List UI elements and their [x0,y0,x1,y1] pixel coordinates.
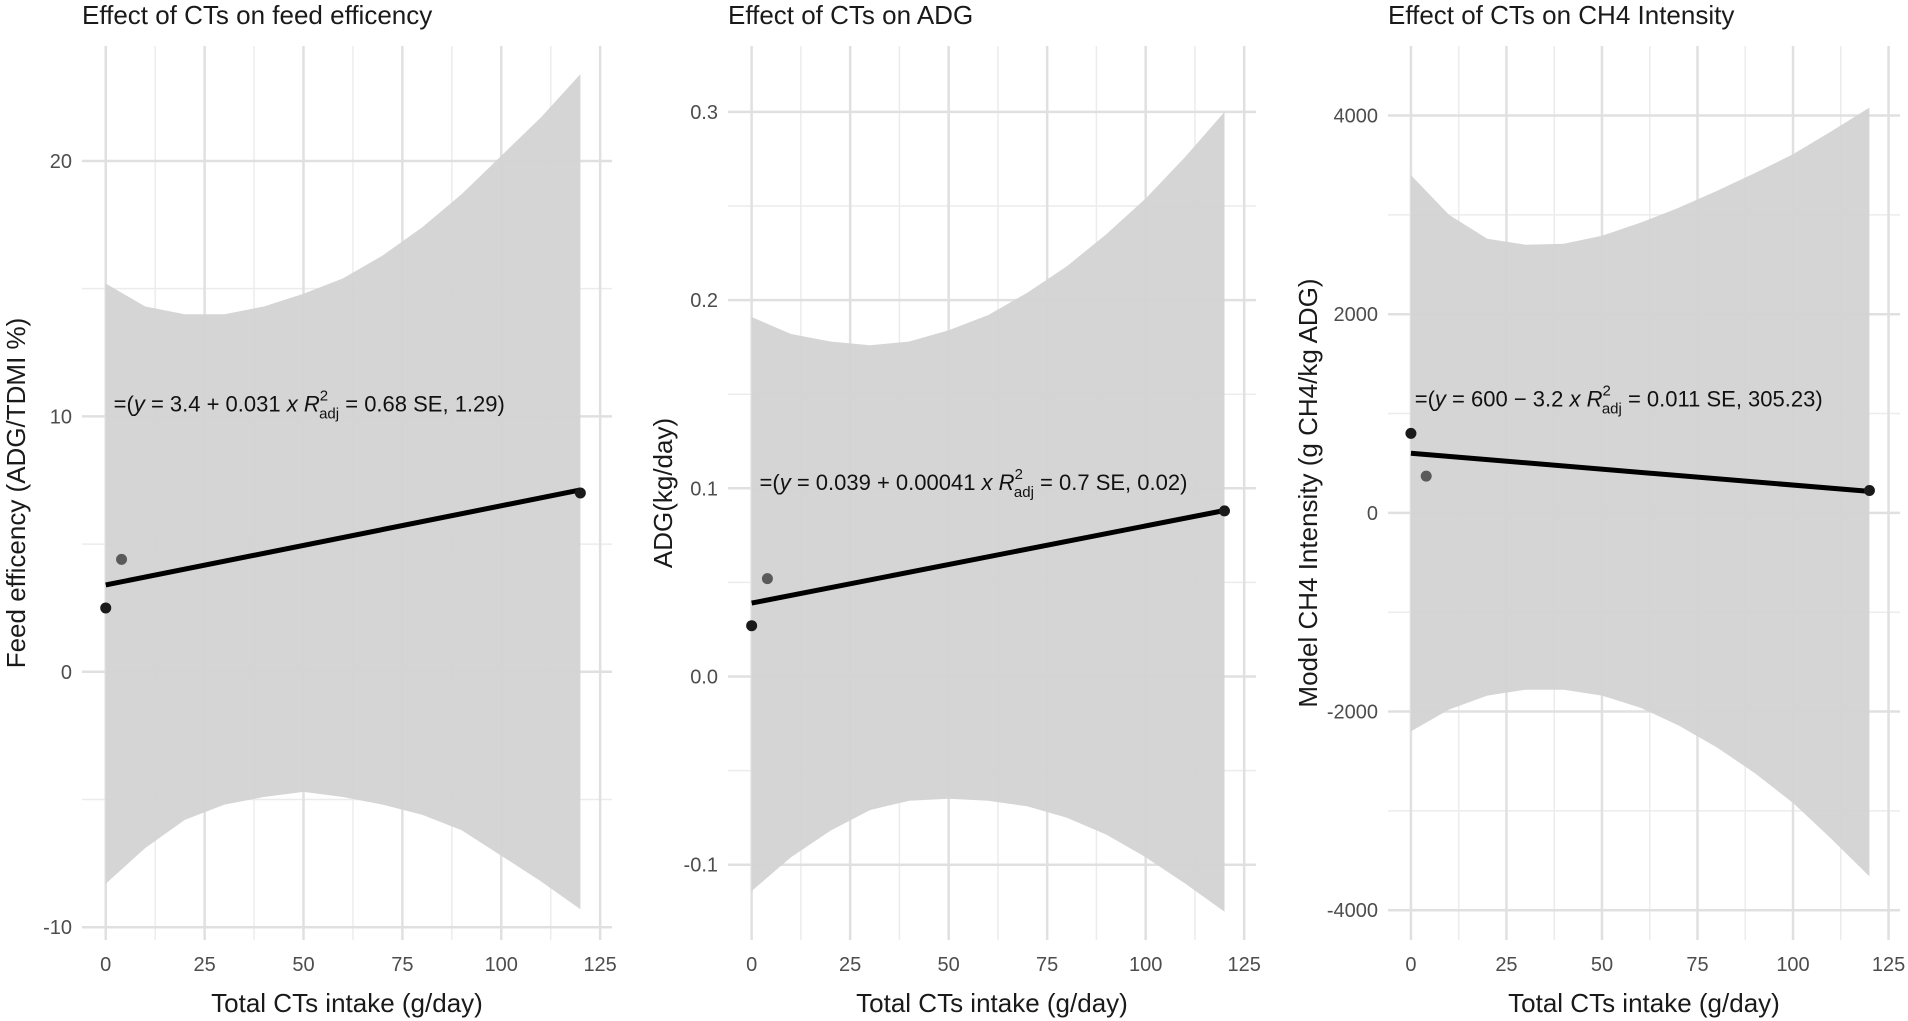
y-tick-label: 0 [1367,503,1378,525]
data-point [574,487,586,499]
x-tick-label: 125 [1872,954,1905,976]
plot-area: =(y = 600 − 3.2 x R2 adj = 0.011 SE, 305.… [1388,46,1900,940]
x-tick-label: 0 [100,954,111,976]
x-tick-label: 25 [193,954,215,976]
confidence-band [751,111,1225,912]
y-tick-label: 0.3 [690,102,718,124]
regression-equation: =(y = 600 − 3.2 x R2 adj = 0.011 SE, 305.… [1415,383,1823,418]
x-tick-label: 0 [1405,954,1416,976]
x-tick-label: 125 [583,954,616,976]
x-tick-label: 50 [938,954,960,976]
x-tick-label: 25 [1495,954,1517,976]
panel-title: Effect of CTs on ADG [728,0,973,30]
data-point [1420,470,1432,482]
x-tick-label: 50 [292,954,314,976]
x-axis-label: Total CTs intake (g/day) [856,988,1128,1018]
regression-equation: =(y = 0.039 + 0.00041 x R2 adj = 0.7 SE, … [760,466,1188,501]
y-tick-label: -2000 [1327,702,1378,724]
tick-labels: -10 0 10 20 0 25 50 75 100 125 [43,151,617,976]
y-tick-label: -4000 [1327,900,1378,922]
y-tick-label: 20 [50,151,72,173]
regression-line [751,508,1225,606]
x-tick-label: 0 [746,954,757,976]
y-tick-label: 0 [61,662,72,684]
y-axis-label: ADG(kg/day) [648,418,678,568]
y-tick-label: -0.1 [684,855,718,877]
confidence-band [1410,107,1870,877]
data-point [746,620,758,632]
data-point [761,573,773,585]
x-axis-label: Total CTs intake (g/day) [211,988,483,1018]
panel-ch4-intensity: Effect of CTs on CH4 Intensity =(y = 600… [1293,0,1905,1018]
y-tick-label: 2000 [1334,304,1379,326]
x-tick-label: 100 [1129,954,1162,976]
plot-area: =(y = 0.039 + 0.00041 x R2 adj = 0.7 SE, … [728,46,1256,940]
x-tick-label: 75 [1686,954,1708,976]
y-tick-label: 4000 [1334,106,1379,128]
confidence-band [105,74,581,910]
x-tick-label: 25 [839,954,861,976]
y-tick-label: 0.0 [690,667,718,689]
regression-line [1410,450,1870,494]
y-tick-label: 10 [50,406,72,428]
regression-equation: =(y = 3.4 + 0.031 x R2 adj = 0.68 SE, 1.2… [114,387,505,422]
y-tick-label: 0.2 [690,290,718,312]
y-tick-label: -10 [43,917,72,939]
y-axis-label: Feed efficency (ADG/TDMI %) [1,318,31,669]
data-point [116,553,128,565]
panel-feed-efficiency: Effect of CTs on feed efficency =(y = 3.… [1,0,617,1018]
y-axis-label: Model CH4 Intensity (g CH4/kg ADG) [1293,278,1323,707]
x-axis-label: Total CTs intake (g/day) [1508,988,1780,1018]
tick-labels: -0.1 0.0 0.1 0.2 0.3 0 25 50 75 100 125 [684,102,1261,976]
x-tick-label: 75 [391,954,413,976]
x-tick-label: 50 [1591,954,1613,976]
panel-adg: Effect of CTs on ADG =(y = 0.039 + 0.000… [648,0,1261,1018]
data-point [1863,485,1875,497]
data-point [1218,505,1230,517]
plot-area: =(y = 3.4 + 0.031 x R2 adj = 0.68 SE, 1.2… [82,46,612,940]
data-point [100,602,112,614]
panel-title: Effect of CTs on CH4 Intensity [1388,0,1734,30]
x-tick-label: 100 [1776,954,1809,976]
data-point [1405,427,1417,439]
x-tick-label: 125 [1227,954,1260,976]
panel-title: Effect of CTs on feed efficency [82,0,432,30]
y-tick-label: 0.1 [690,478,718,500]
x-tick-label: 100 [485,954,518,976]
x-tick-label: 75 [1036,954,1058,976]
regression-line [105,487,581,588]
tick-labels: -4000 -2000 0 2000 4000 0 25 50 75 100 125 [1327,106,1905,976]
